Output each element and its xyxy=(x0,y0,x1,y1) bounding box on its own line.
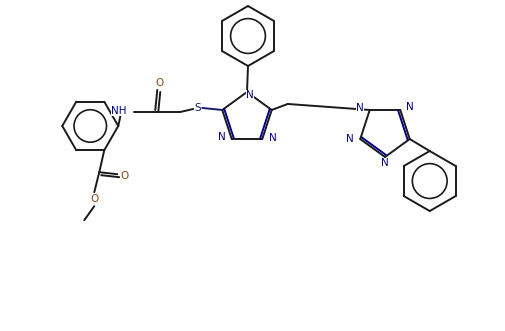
Text: O: O xyxy=(155,78,164,88)
Text: N: N xyxy=(269,133,277,143)
Text: O: O xyxy=(90,194,98,204)
Text: O: O xyxy=(120,171,128,181)
Text: N: N xyxy=(381,158,389,168)
Text: N: N xyxy=(356,103,364,113)
Text: S: S xyxy=(194,103,200,113)
Text: N: N xyxy=(218,132,226,142)
Text: NH: NH xyxy=(111,106,126,116)
Text: N: N xyxy=(407,102,414,112)
Text: N: N xyxy=(246,90,254,100)
Text: N: N xyxy=(345,134,353,144)
